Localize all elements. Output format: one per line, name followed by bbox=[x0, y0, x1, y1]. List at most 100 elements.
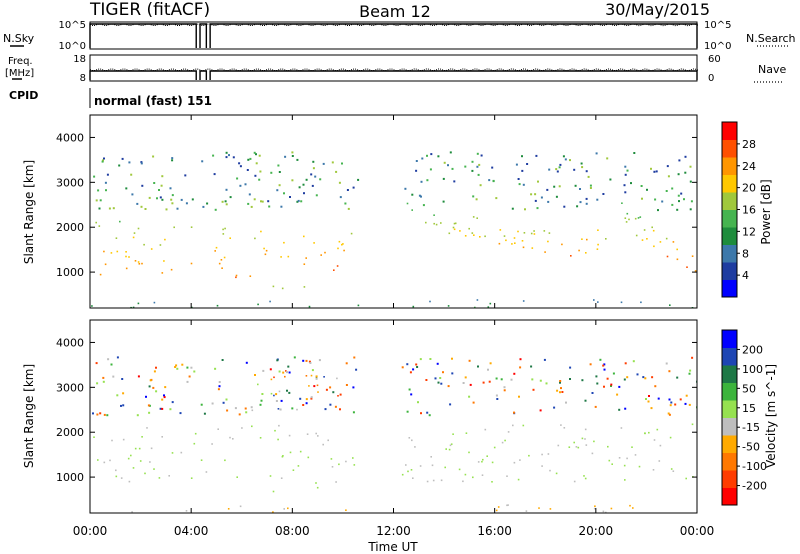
velocity-y-label: Slant Range [km] bbox=[22, 364, 36, 468]
heatmap-cell bbox=[103, 413, 106, 416]
heatmap-cell bbox=[335, 170, 338, 173]
heatmap-cell bbox=[259, 170, 262, 173]
heatmap-cell bbox=[353, 464, 356, 466]
heatmap-cell bbox=[277, 164, 280, 167]
heatmap-cell bbox=[521, 155, 523, 158]
heatmap-cell bbox=[513, 411, 515, 414]
heatmap-cell bbox=[289, 196, 291, 198]
heatmap-cell bbox=[324, 408, 327, 411]
heatmap-cell bbox=[496, 398, 499, 400]
heatmap-cell bbox=[299, 397, 302, 400]
x-tick-label: 04:00 bbox=[174, 524, 209, 538]
heatmap-cell bbox=[130, 173, 133, 176]
heatmap-cell bbox=[653, 245, 655, 248]
colorbar-tick-label: -50 bbox=[742, 441, 760, 454]
heatmap-cell bbox=[229, 196, 232, 199]
heatmap-cell bbox=[648, 395, 650, 397]
heatmap-cell bbox=[595, 152, 598, 155]
heatmap-cell bbox=[357, 304, 360, 307]
velocity-panel: 4000 3000 2000 1000 Slant Range [km] bbox=[22, 319, 698, 514]
power-y-label: Slant Range [km] bbox=[22, 160, 36, 264]
heatmap-cell bbox=[435, 223, 438, 226]
freq-unit-label: [MHz] bbox=[5, 68, 34, 79]
heatmap-cell bbox=[137, 261, 140, 263]
heatmap-cell bbox=[303, 263, 306, 265]
heatmap-cell bbox=[454, 222, 457, 225]
heatmap-cell bbox=[341, 162, 343, 165]
colorbar-tick-label: 50 bbox=[742, 382, 756, 395]
heatmap-cell bbox=[414, 446, 416, 448]
heatmap-cell bbox=[584, 399, 587, 402]
heatmap-cell bbox=[201, 160, 204, 163]
heatmap-cell bbox=[285, 370, 287, 372]
colorbar-swatch bbox=[722, 122, 737, 140]
nave-label: Nave bbox=[758, 63, 786, 76]
heatmap-cell bbox=[426, 480, 429, 483]
heatmap-cell bbox=[125, 267, 128, 270]
heatmap-cell bbox=[310, 374, 313, 377]
heatmap-cell bbox=[624, 479, 626, 481]
heatmap-cell bbox=[254, 174, 257, 177]
heatmap-cell bbox=[200, 403, 203, 406]
heatmap-cell bbox=[235, 276, 237, 279]
heatmap-cell bbox=[635, 234, 638, 237]
heatmap-cell bbox=[120, 477, 123, 479]
heatmap-cell bbox=[263, 247, 265, 250]
heatmap-cell bbox=[563, 205, 566, 208]
heatmap-cell bbox=[569, 366, 572, 369]
heatmap-cell bbox=[468, 359, 471, 362]
colorbar-tick-label: -200 bbox=[742, 480, 767, 493]
heatmap-cell bbox=[447, 305, 450, 307]
heatmap-cell bbox=[352, 386, 355, 389]
freq-tick-top: 18 bbox=[73, 54, 86, 65]
heatmap-cell bbox=[632, 507, 634, 509]
heatmap-cell bbox=[667, 175, 670, 178]
heatmap-cell bbox=[311, 184, 314, 187]
heatmap-cell bbox=[283, 241, 285, 244]
heatmap-cell bbox=[181, 363, 184, 366]
heatmap-cell bbox=[452, 433, 454, 435]
heatmap-cell bbox=[130, 454, 132, 457]
heatmap-cell bbox=[659, 444, 662, 447]
heatmap-cell bbox=[680, 192, 683, 195]
heatmap-cell bbox=[193, 370, 196, 373]
heatmap-cell bbox=[297, 199, 300, 202]
heatmap-cell bbox=[337, 395, 339, 397]
power-colorbar: 28 24 20 16 12 8 4 bbox=[721, 121, 756, 298]
heatmap-cell bbox=[281, 455, 284, 458]
heatmap-cell bbox=[190, 366, 193, 369]
heatmap-cell bbox=[646, 188, 648, 191]
heatmap-cell bbox=[570, 255, 572, 257]
heatmap-cell bbox=[628, 218, 630, 221]
heatmap-cell bbox=[131, 511, 133, 513]
heatmap-cell bbox=[305, 178, 308, 181]
heatmap-cell bbox=[405, 464, 407, 466]
heatmap-cell bbox=[484, 235, 486, 238]
heatmap-cell bbox=[632, 360, 635, 363]
heatmap-cell bbox=[555, 472, 558, 475]
heatmap-cell bbox=[185, 510, 188, 512]
heatmap-cell bbox=[478, 163, 481, 166]
heatmap-cell bbox=[339, 393, 342, 396]
heatmap-cell bbox=[677, 173, 680, 176]
heatmap-cell bbox=[442, 177, 445, 180]
heatmap-cell bbox=[415, 169, 418, 172]
heatmap-cell bbox=[260, 230, 262, 233]
heatmap-cell bbox=[259, 437, 262, 439]
heatmap-cell bbox=[306, 433, 309, 435]
heatmap-cell bbox=[221, 267, 223, 269]
heatmap-cell bbox=[620, 301, 623, 304]
heatmap-cell bbox=[647, 400, 650, 403]
heatmap-cell bbox=[653, 170, 656, 173]
heatmap-cell bbox=[411, 209, 413, 211]
heatmap-cell bbox=[258, 178, 261, 181]
heatmap-cell bbox=[329, 403, 332, 406]
heatmap-cell bbox=[531, 247, 534, 249]
heatmap-cell bbox=[491, 481, 493, 483]
heatmap-cell bbox=[171, 194, 174, 197]
colorbar-swatch bbox=[722, 209, 737, 228]
heatmap-cell bbox=[269, 368, 272, 371]
heatmap-cell bbox=[530, 193, 533, 196]
heatmap-cell bbox=[685, 477, 687, 480]
heatmap-cell bbox=[524, 208, 526, 211]
